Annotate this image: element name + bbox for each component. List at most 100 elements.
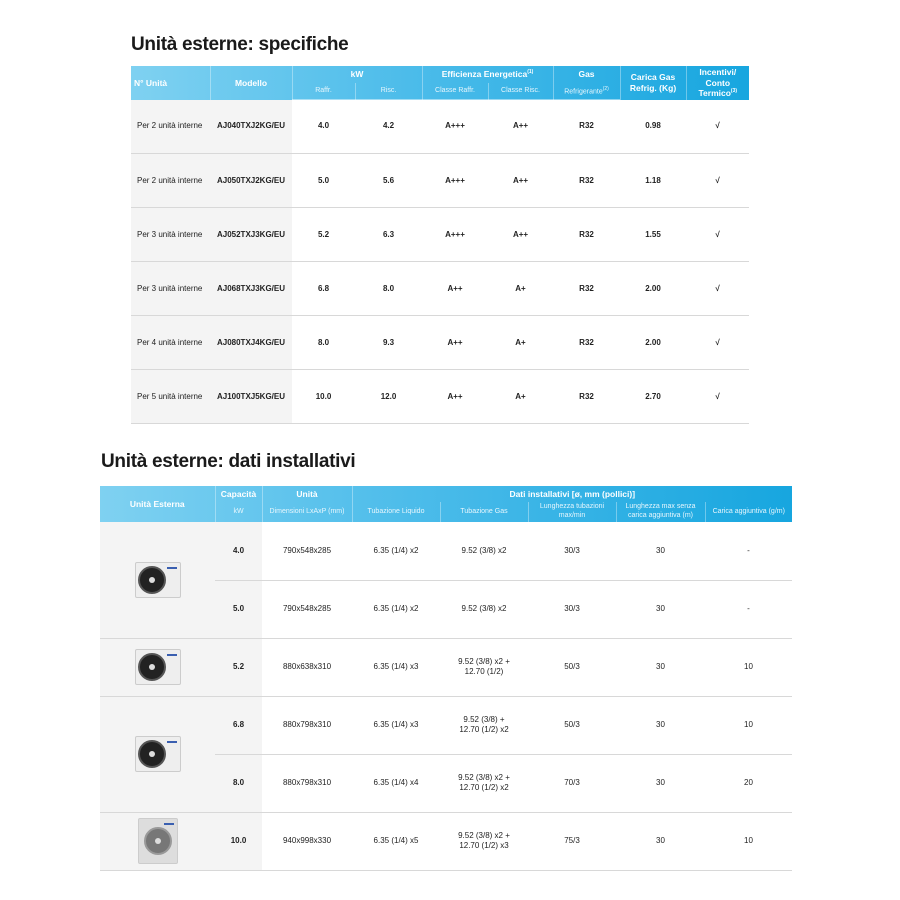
header-modello: Modello — [209, 66, 292, 100]
cell-lunghezza: 30/3 — [528, 522, 616, 581]
header-tubazione-gas: Tubazione Gas — [439, 502, 528, 522]
cell-carica: 0.98 — [620, 99, 687, 155]
cell-liquido: 6.35 (1/4) x3 — [352, 696, 440, 755]
cell-gas: 9.52 (3/8) x2 + 12.70 (1/2) x3 — [440, 812, 528, 871]
unit-image — [100, 638, 215, 697]
cell-incentivi: √ — [686, 315, 750, 371]
cell-classe-raffr: A+++ — [422, 207, 488, 263]
cell-lunghezza: 50/3 — [528, 638, 616, 697]
cell-dimensioni: 940x998x330 — [262, 812, 352, 871]
cell-classe-raffr: A++ — [422, 369, 488, 425]
outdoor-unit-icon — [134, 561, 181, 598]
install-table: Unità Esterna Capacità Unità Dati instal… — [100, 486, 793, 871]
cell-lunghezza-max: 30 — [616, 522, 705, 581]
table-row: Per 3 unità interne AJ068TXJ3KG/EU 6.8 8.0 A… — [131, 261, 750, 317]
outdoor-unit-icon — [134, 649, 181, 685]
cell-dimensioni: 880x798x310 — [262, 696, 352, 755]
header-classe-risc: Classe Risc. — [487, 83, 554, 100]
cell-classe-risc: A+ — [488, 369, 554, 425]
table-row: 8.0 880x798x310 6.35 (1/4) x4 9.52 (3/8) x2… — [100, 754, 793, 813]
cell-kw: 8.0 — [215, 754, 262, 813]
cell-classe-raffr: A+++ — [422, 153, 488, 209]
cell-kw-risc: 6.3 — [355, 207, 422, 263]
header-kw: kW — [214, 502, 262, 522]
cell-classe-raffr: A++ — [422, 315, 488, 371]
cell-incentivi: √ — [686, 153, 750, 209]
cell-modello: AJ052TXJ3KG/EU — [210, 207, 292, 263]
cell-carica: 1.18 — [620, 153, 687, 209]
cell-kw: 5.0 — [215, 580, 262, 639]
header-unita-esterna: Unità Esterna — [129, 498, 185, 509]
install-title: Unità esterne: dati installativi — [101, 451, 356, 472]
cell-dimensioni: 790x548x285 — [262, 580, 352, 639]
header-carica: Carica Gas Refrig. (Kg) — [619, 66, 687, 100]
unit-image — [100, 522, 215, 639]
header-efficienza: Efficienza Energetica(1) — [421, 66, 554, 84]
cell-n-unita: Per 2 unità interne — [131, 99, 210, 155]
header-unita: Unità — [261, 486, 352, 502]
cell-modello: AJ040TXJ2KG/EU — [210, 99, 292, 155]
specs-title: Unità esterne: specifiche — [131, 34, 349, 55]
cell-carica: 1.55 — [620, 207, 687, 263]
header-classe-raffr: Classe Raffr. — [421, 83, 488, 100]
cell-kw-risc: 8.0 — [355, 261, 422, 317]
table-row: Per 3 unità interne AJ052TXJ3KG/EU 5.2 6.3 A… — [131, 207, 750, 263]
cell-kw-raffr: 4.0 — [292, 99, 355, 155]
cell-liquido: 6.35 (1/4) x3 — [352, 638, 440, 697]
cell-kw-raffr: 5.2 — [292, 207, 355, 263]
cell-gas: 9.52 (3/8) x2 + 12.70 (1/2) x2 — [440, 754, 528, 813]
specs-table: N° Unità Modello kW Efficienza Energetic… — [131, 66, 750, 425]
header-capacita: Capacità — [214, 486, 262, 502]
cell-carica: 10 — [705, 638, 793, 697]
cell-dimensioni: 880x798x310 — [262, 754, 352, 813]
table-row: Per 2 unità interne AJ050TXJ2KG/EU 5.0 5.6 A… — [131, 153, 750, 209]
cell-gas: 9.52 (3/8) + 12.70 (1/2) x2 — [440, 696, 528, 755]
cell-kw-raffr: 5.0 — [292, 153, 355, 209]
cell-classe-raffr: A++ — [422, 261, 488, 317]
cell-gas: R32 — [553, 207, 621, 263]
cell-lunghezza-max: 30 — [616, 696, 705, 755]
cell-incentivi: √ — [686, 99, 750, 155]
cell-kw-raffr: 10.0 — [292, 369, 355, 425]
cell-gas: R32 — [553, 315, 621, 371]
header-risc: Risc. — [354, 83, 422, 100]
table-row: 4.0 790x548x285 6.35 (1/4) x2 9.52 (3/8) x2… — [100, 522, 793, 639]
table-row: 5.0 790x548x285 6.35 (1/4) x2 9.52 (3/8) x2… — [100, 580, 793, 639]
table-row: Per 2 unità interne AJ040TXJ2KG/EU 4.0 4.2 A… — [131, 99, 750, 155]
cell-lunghezza: 50/3 — [528, 696, 616, 755]
cell-n-unita: Per 3 unità interne — [131, 261, 210, 317]
cell-kw-raffr: 6.8 — [292, 261, 355, 317]
cell-gas: R32 — [553, 369, 621, 425]
outdoor-unit-icon — [134, 736, 181, 772]
cell-liquido: 6.35 (1/4) x2 — [352, 522, 440, 581]
header-gas: Gas — [552, 66, 621, 84]
cell-lunghezza-max: 30 — [616, 812, 705, 871]
cell-modello: AJ100TXJ5KG/EU — [210, 369, 292, 425]
header-dati: Dati installativi [ø, mm (pollici)] — [351, 486, 793, 502]
cell-n-unita: Per 4 unità interne — [131, 315, 210, 371]
header-lunghezza: Lunghezza tubazioni max/min — [527, 502, 616, 522]
cell-classe-risc: A++ — [488, 153, 554, 209]
cell-classe-risc: A+ — [488, 261, 554, 317]
cell-lunghezza: 70/3 — [528, 754, 616, 813]
unit-image — [100, 696, 215, 813]
table-row: 6.8 880x798x310 6.35 (1/4) x3 9.52 (3/8) + … — [100, 696, 793, 813]
cell-gas: 9.52 (3/8) x2 + 12.70 (1/2) — [440, 638, 528, 697]
header-kw: kW — [291, 66, 422, 84]
cell-n-unita: Per 3 unità interne — [131, 207, 210, 263]
cell-kw-risc: 5.6 — [355, 153, 422, 209]
cell-classe-raffr: A+++ — [422, 99, 488, 155]
cell-incentivi: √ — [686, 369, 750, 425]
outdoor-unit-icon — [137, 818, 178, 864]
cell-carica: 10 — [705, 812, 793, 871]
cell-carica: - — [705, 580, 793, 639]
cell-kw: 5.2 — [215, 638, 262, 697]
cell-gas: 9.52 (3/8) x2 — [440, 580, 528, 639]
header-liquido: Tubazione Liquido — [351, 502, 440, 522]
cell-kw: 4.0 — [215, 522, 262, 581]
table-row: 10.0 940x998x330 6.35 (1/4) x5 9.52 (3/8) x… — [100, 812, 793, 871]
cell-kw: 10.0 — [215, 812, 262, 871]
table-row: Per 5 unità interne AJ100TXJ5KG/EU 10.0 12.… — [131, 369, 750, 425]
table-row: 5.2 880x638x310 6.35 (1/4) x3 9.52 (3/8) x2… — [100, 638, 793, 697]
cell-incentivi: √ — [686, 207, 750, 263]
